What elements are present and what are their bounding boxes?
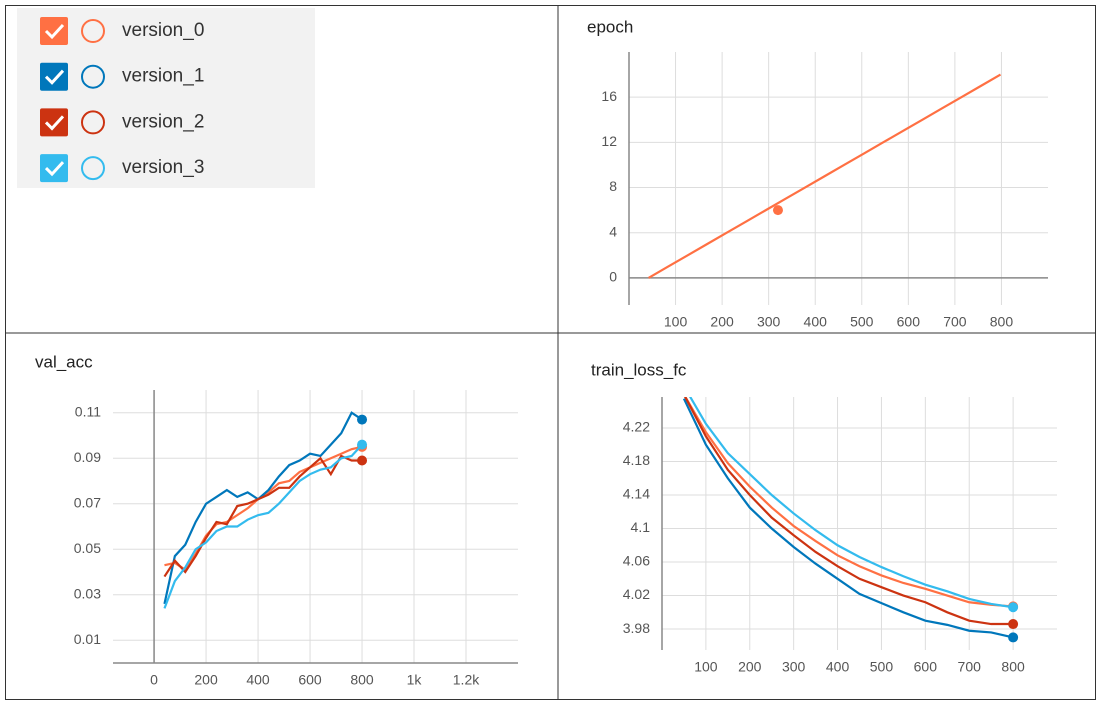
run-color[interactable]	[81, 19, 105, 43]
chart-title: val_acc	[35, 352, 93, 371]
legend-label: version_2	[122, 111, 204, 132]
line	[163, 443, 363, 609]
checkmark	[44, 23, 65, 40]
y-tick-label: 4.1	[631, 519, 651, 535]
end-point	[357, 455, 368, 466]
end-point	[1008, 632, 1019, 643]
line	[689, 397, 1014, 609]
x-tick-label: 700	[943, 314, 967, 330]
checkbox[interactable]	[40, 154, 68, 183]
x-tick-label: 300	[757, 314, 781, 330]
x-tick-label: 800	[990, 314, 1014, 330]
chart: 0 4 8 12 16 100 200 300 400 500 600 700 800	[601, 52, 1048, 330]
x-tick-label: 100	[664, 314, 688, 330]
y-tick-label: 4.06	[623, 553, 650, 569]
y-tick-label: 4.18	[623, 452, 650, 468]
legend-label: version_0	[122, 20, 204, 41]
x-tick-label: 400	[246, 672, 270, 688]
x-tick-label: 800	[1001, 659, 1025, 675]
end-point	[1008, 602, 1019, 613]
frame	[5, 5, 1096, 700]
chart-title: train_loss_fc	[591, 360, 687, 379]
x-tick-label: 300	[782, 659, 806, 675]
chart: 0.01 0.03 0.05 0.07 0.09 0.11 0 200 400 600 800 1k 1…	[74, 390, 518, 688]
hover-point	[772, 205, 783, 216]
y-tick-label: 0.05	[74, 540, 101, 556]
line	[682, 398, 1014, 639]
chart-title: epoch	[587, 17, 633, 36]
x-tick-label: 600	[897, 314, 921, 330]
x-tick-label: 600	[914, 659, 938, 675]
y-tick-label: 0.11	[75, 403, 101, 419]
y-tick-label: 12	[601, 133, 617, 149]
line	[648, 73, 1002, 279]
checkmark	[44, 115, 65, 131]
x-tick-label: 100	[694, 659, 718, 675]
y-tick-label: 4.14	[623, 486, 650, 502]
y-tick-label: 4	[609, 223, 617, 239]
y-tick-label: 16	[601, 88, 617, 104]
checkbox[interactable]	[40, 108, 68, 137]
y-tick-label: 3.98	[623, 620, 650, 636]
line	[684, 397, 1014, 608]
y-tick-label: 0.03	[74, 585, 101, 601]
x-tick-label: 800	[350, 672, 374, 688]
legend-label: version_1	[122, 66, 204, 87]
run-color[interactable]	[81, 64, 105, 89]
checkbox[interactable]	[40, 62, 68, 91]
run-color[interactable]	[81, 110, 105, 135]
checkmark	[44, 69, 65, 85]
y-tick-label: 0.09	[74, 449, 101, 465]
x-tick-label: 400	[804, 314, 828, 330]
run-color[interactable]	[81, 156, 105, 181]
y-tick-label: 0	[609, 269, 617, 285]
x-tick-label: 1.2k	[453, 672, 480, 688]
end-point	[357, 439, 368, 450]
x-tick-label: 700	[958, 659, 982, 675]
line	[163, 411, 363, 605]
end-point	[357, 414, 368, 425]
y-tick-label: 0.01	[74, 631, 101, 647]
chart: 3.98 4.02 4.06 4.1 4.14 4.18 4.22 100 200 300 400 5…	[623, 397, 1057, 675]
y-tick-label: 4.22	[623, 419, 650, 435]
checkmark	[44, 161, 65, 177]
x-tick-label: 1k	[407, 672, 423, 688]
x-tick-label: 200	[710, 314, 734, 330]
y-tick-label: 4.02	[623, 586, 650, 602]
line	[684, 397, 1014, 626]
x-tick-label: 0	[150, 672, 158, 688]
end-point	[1008, 619, 1019, 630]
x-tick-label: 600	[298, 672, 322, 688]
x-tick-label: 500	[850, 314, 874, 330]
x-tick-label: 500	[870, 659, 894, 675]
x-tick-label: 400	[826, 659, 850, 675]
y-tick-label: 0.07	[74, 494, 101, 510]
x-tick-label: 200	[194, 672, 218, 688]
x-tick-label: 200	[738, 659, 762, 675]
legend-label: version_3	[122, 157, 204, 178]
line	[163, 454, 363, 578]
y-tick-label: 8	[609, 178, 617, 194]
checkbox[interactable]	[40, 17, 68, 45]
